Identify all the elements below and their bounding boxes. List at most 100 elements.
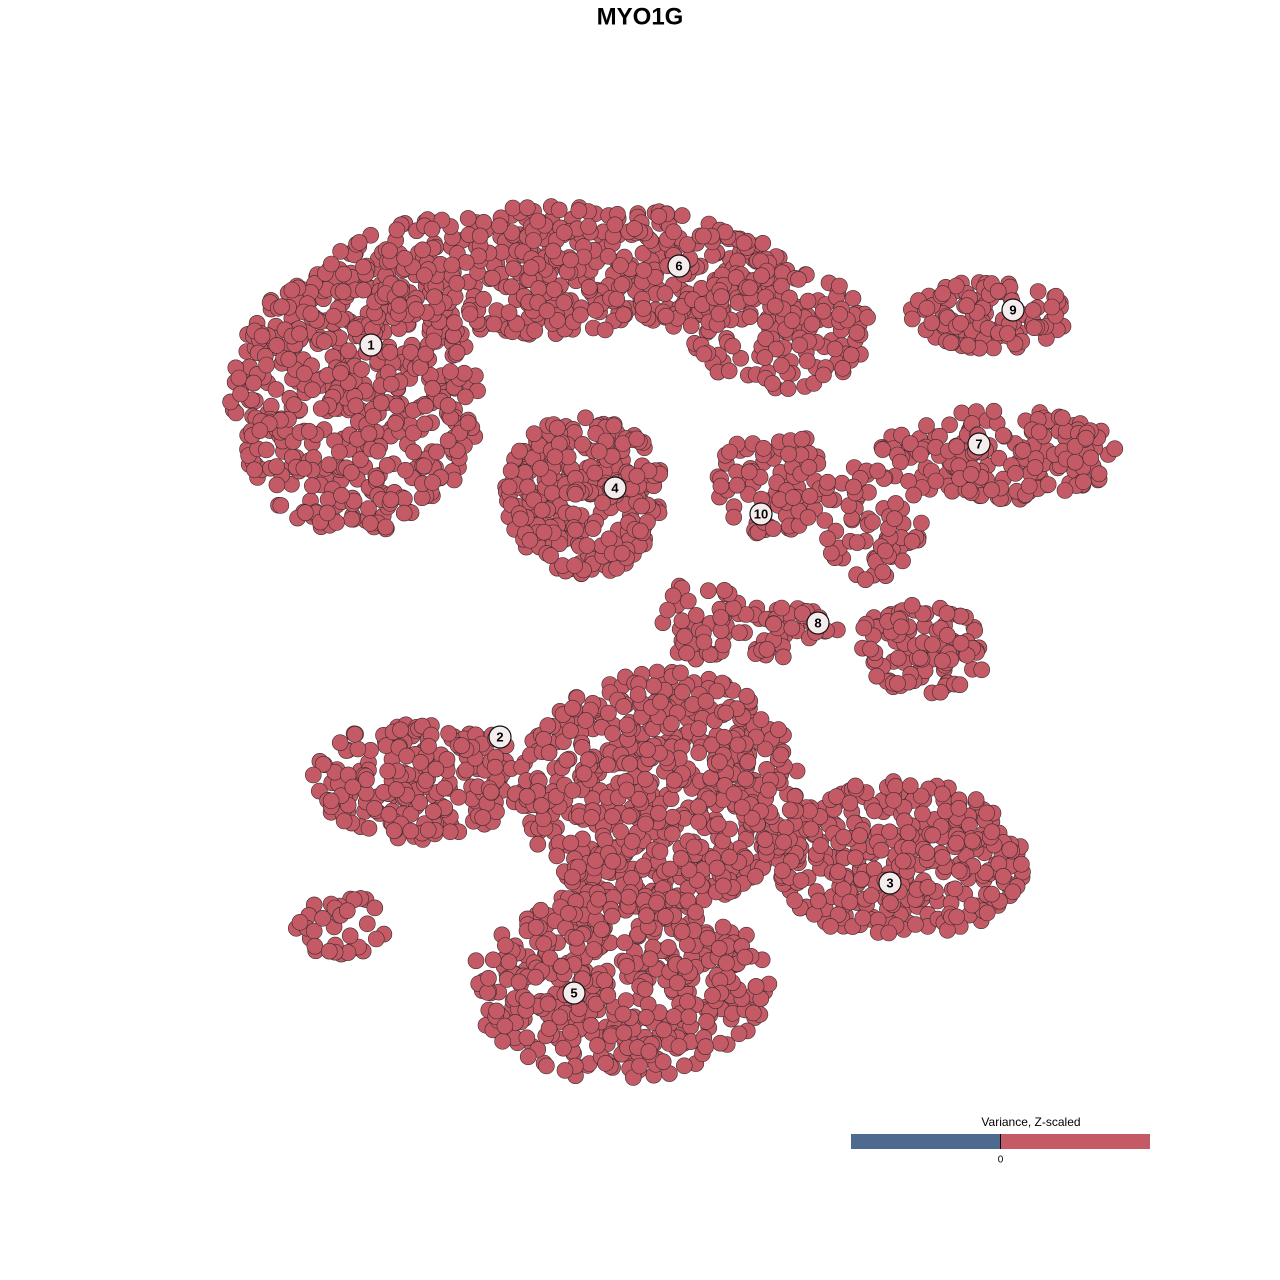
- cell-point: [656, 285, 674, 303]
- cell-point: [799, 292, 817, 310]
- cell-point: [891, 453, 909, 471]
- cell-point: [382, 375, 400, 393]
- cell-point: [695, 345, 713, 363]
- cell-point: [533, 501, 551, 519]
- cell-point: [791, 336, 808, 354]
- cell-point: [631, 1057, 648, 1075]
- cell-point: [1001, 841, 1019, 859]
- cell-point: [416, 267, 433, 284]
- cell-point: [604, 808, 621, 825]
- cell-point: [628, 430, 646, 448]
- cell-point: [678, 644, 696, 662]
- cell-point: [829, 863, 847, 881]
- cell-point: [388, 397, 406, 415]
- cell-point: [963, 896, 981, 914]
- cell-point: [760, 781, 777, 799]
- cell-point: [369, 442, 387, 460]
- cell-point: [518, 1029, 536, 1047]
- cell-point: [812, 837, 829, 854]
- cell-point: [291, 913, 309, 931]
- cell-point: [562, 251, 579, 269]
- cell-point: [364, 408, 382, 425]
- cell-point: [766, 297, 784, 315]
- cell-point: [251, 422, 269, 439]
- cell-point: [604, 852, 622, 870]
- cell-point: [844, 290, 862, 307]
- cell-point: [710, 939, 728, 957]
- cell-point: [475, 290, 492, 308]
- cell-point: [542, 547, 559, 564]
- cell-point: [712, 477, 730, 495]
- cell-point: [803, 315, 821, 333]
- cell-point: [300, 422, 318, 440]
- cell-point: [331, 734, 349, 752]
- cell-point: [567, 521, 584, 539]
- cell-point: [617, 992, 635, 1009]
- cell-point: [587, 301, 604, 319]
- cell-point: [952, 314, 969, 332]
- cell-point: [672, 664, 689, 682]
- cell-point: [544, 242, 562, 260]
- cell-point: [923, 314, 941, 332]
- cell-point: [668, 974, 686, 992]
- cell-point: [912, 446, 929, 463]
- cluster-badge: [878, 871, 902, 895]
- cell-point: [887, 495, 905, 512]
- cell-point: [512, 510, 529, 528]
- cell-point: [730, 624, 748, 642]
- cell-point: [714, 877, 732, 895]
- cell-point: [564, 699, 581, 717]
- cell-point: [639, 741, 656, 759]
- cell-point: [1106, 440, 1124, 458]
- cell-point: [728, 476, 746, 494]
- cell-point: [405, 443, 422, 461]
- cell-point: [634, 245, 652, 262]
- cell-point: [503, 278, 520, 296]
- cell-point: [612, 823, 629, 840]
- cell-point: [232, 385, 249, 403]
- cell-point: [772, 746, 790, 764]
- cell-point: [417, 772, 435, 789]
- cell-point: [496, 1017, 514, 1035]
- cell-point: [633, 497, 650, 515]
- cell-point: [637, 815, 654, 833]
- cell-point: [977, 864, 994, 882]
- cell-point: [903, 533, 921, 550]
- cell-point: [589, 1037, 606, 1054]
- cell-point: [525, 232, 542, 249]
- cell-point: [841, 794, 859, 812]
- cell-point: [835, 828, 853, 846]
- cell-point: [575, 765, 593, 782]
- cell-point: [436, 779, 453, 797]
- cell-point: [450, 788, 467, 806]
- cluster-labels: 1 2 3 4 5 6 7 8 9 10: [359, 254, 1025, 1005]
- cell-point: [360, 425, 378, 443]
- cell-point: [334, 283, 352, 300]
- cell-point: [880, 924, 898, 942]
- cell-point: [918, 844, 936, 861]
- cell-point: [774, 862, 791, 880]
- cell-point: [708, 859, 726, 877]
- cell-point: [848, 324, 866, 342]
- cell-point: [682, 317, 700, 335]
- cell-point: [461, 305, 479, 323]
- cell-point: [637, 1008, 655, 1026]
- cell-point: [894, 852, 912, 870]
- cell-point: [583, 809, 600, 826]
- cell-point: [379, 762, 397, 780]
- cell-point: [443, 256, 461, 274]
- cell-point: [799, 509, 817, 526]
- cell-point: [361, 515, 379, 532]
- cell-point: [620, 807, 638, 825]
- cell-point: [302, 305, 320, 323]
- cell-point: [744, 1004, 762, 1022]
- cell-point: [679, 592, 697, 610]
- colorbar-segment: [851, 1134, 1001, 1149]
- cell-point: [881, 823, 898, 841]
- cell-point: [847, 849, 864, 867]
- cell-point: [541, 949, 559, 967]
- cell-point: [924, 636, 941, 653]
- cell-point: [1026, 459, 1044, 476]
- cell-point: [857, 571, 874, 589]
- cluster-label: 10: [754, 506, 768, 521]
